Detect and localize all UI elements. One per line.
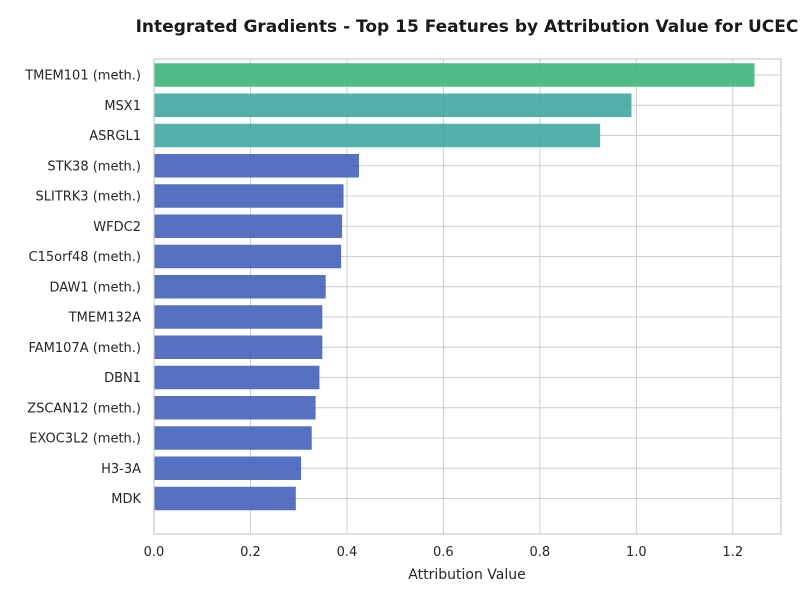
plot-frame <box>153 58 782 535</box>
bar <box>154 154 359 178</box>
x-tick-labels: 0.0 0.2 0.4 0.6 0.8 1.0 1.2 <box>144 545 743 560</box>
x-tick-label: 0.0 <box>144 545 165 560</box>
y-tick-label: H3-3A <box>101 462 141 477</box>
y-tick-label: STK38 (meth.) <box>47 159 141 174</box>
y-tick-label: ASRGL1 <box>89 129 141 144</box>
y-tick-label: MSX1 <box>104 99 141 114</box>
y-tick-labels: TMEM101 (meth.) MSX1 ASRGL1 STK38 (meth.) SL… <box>24 69 141 508</box>
bar <box>154 275 326 299</box>
bar <box>154 486 296 511</box>
y-tick-label: ZSCAN12 (meth.) <box>27 401 141 416</box>
bar <box>154 93 632 117</box>
x-tick-label: 0.8 <box>530 545 551 560</box>
y-tick-label: DBN1 <box>104 371 141 386</box>
bar <box>154 365 320 390</box>
y-tick-label: MDK <box>111 492 141 507</box>
y-tick-label: C15orf48 (meth.) <box>29 250 141 265</box>
bar <box>154 335 323 359</box>
bar <box>154 426 312 450</box>
y-tick-label: TMEM101 (meth.) <box>24 69 141 84</box>
y-tick-label: SLITRK3 (meth.) <box>35 190 141 205</box>
y-tick-label: EXOC3L2 (meth.) <box>29 432 141 447</box>
y-tick-label: WFDC2 <box>93 220 141 235</box>
y-tick-label: TMEM132A <box>68 311 141 326</box>
chart-title: Integrated Gradients - Top 15 Features b… <box>136 17 799 37</box>
bar-layer <box>154 63 755 511</box>
x-tick-label: 1.0 <box>626 545 647 560</box>
x-axis-title: Attribution Value <box>408 567 525 583</box>
bar <box>154 396 316 420</box>
bar <box>154 184 344 208</box>
y-tick-label: FAM107A (meth.) <box>28 341 141 356</box>
x-tick-label: 0.4 <box>337 545 358 560</box>
bar <box>154 63 755 87</box>
bar <box>154 305 323 329</box>
x-tick-label: 0.2 <box>240 545 261 560</box>
bar <box>154 244 342 269</box>
x-tick-label: 1.2 <box>722 545 743 560</box>
bar <box>154 123 601 148</box>
x-tick-label: 0.6 <box>433 545 454 560</box>
bar <box>154 214 343 238</box>
bar <box>154 456 302 480</box>
y-tick-label: DAW1 (meth.) <box>50 280 142 295</box>
